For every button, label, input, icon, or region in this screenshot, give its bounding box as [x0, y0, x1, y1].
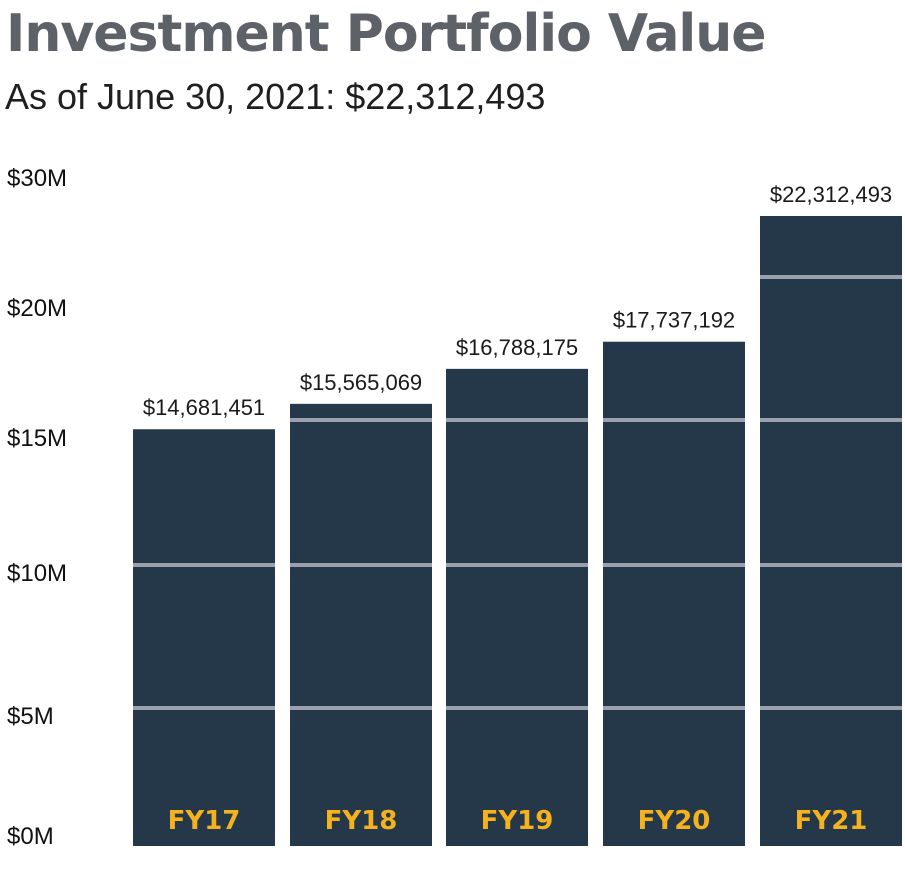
data-label: $16,788,175	[456, 335, 578, 360]
chart-title: Investment Portfolio Value	[6, 4, 767, 64]
gridline	[290, 563, 432, 567]
category-label: FY18	[325, 806, 398, 836]
gridline	[133, 563, 275, 567]
gridline	[290, 706, 432, 710]
data-label: $17,737,192	[613, 308, 735, 333]
chart-subtitle: As of June 30, 2021: $22,312,493	[5, 76, 546, 117]
gridline	[760, 418, 902, 422]
bar-fy19	[446, 368, 588, 846]
category-label: FY20	[638, 806, 711, 836]
y-tick-label: $0M	[7, 823, 54, 850]
data-label: $14,681,451	[143, 395, 265, 420]
bar-fy18	[290, 403, 432, 846]
bar-fy17	[133, 429, 275, 846]
bar-fy20	[603, 341, 745, 846]
gridline	[760, 275, 902, 279]
y-tick-label: $5M	[7, 703, 54, 730]
data-label: $22,312,493	[770, 182, 892, 207]
gridline	[290, 418, 432, 422]
gridline	[446, 563, 588, 567]
data-label: $15,565,069	[300, 370, 422, 395]
gridline	[760, 563, 902, 567]
category-label: FY19	[481, 806, 554, 836]
y-tick-label: $15M	[7, 425, 67, 452]
bar-fy21	[760, 216, 902, 846]
gridline	[446, 418, 588, 422]
gridline	[133, 706, 275, 710]
y-tick-label: $20M	[7, 295, 67, 322]
gridline	[760, 706, 902, 710]
gridline	[603, 563, 745, 567]
category-label: FY21	[795, 806, 868, 836]
category-label: FY17	[168, 806, 241, 836]
gridline	[603, 418, 745, 422]
gridline	[603, 706, 745, 710]
y-tick-label: $10M	[7, 560, 67, 587]
y-tick-label: $30M	[7, 165, 67, 192]
gridline	[446, 706, 588, 710]
